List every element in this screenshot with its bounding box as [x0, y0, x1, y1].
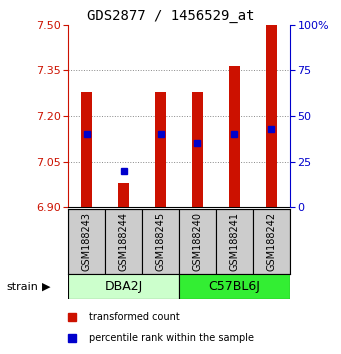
Bar — [68, 209, 105, 274]
Bar — [118, 183, 129, 207]
Text: DBA2J: DBA2J — [104, 280, 143, 293]
Bar — [142, 209, 179, 274]
Text: GSM188240: GSM188240 — [193, 212, 203, 271]
Bar — [266, 25, 277, 207]
Text: GDS2877 / 1456529_at: GDS2877 / 1456529_at — [87, 9, 254, 23]
Text: GSM188245: GSM188245 — [155, 212, 165, 271]
Bar — [105, 209, 142, 274]
Text: GSM188243: GSM188243 — [82, 212, 92, 271]
Bar — [229, 66, 240, 207]
Text: transformed count: transformed count — [89, 312, 179, 322]
Bar — [192, 92, 203, 207]
Text: GSM188242: GSM188242 — [266, 212, 276, 271]
Text: C57BL6J: C57BL6J — [208, 280, 261, 293]
Bar — [179, 209, 216, 274]
Bar — [68, 274, 179, 299]
Bar — [216, 209, 253, 274]
Text: GSM188244: GSM188244 — [119, 212, 129, 271]
Bar — [179, 274, 290, 299]
Bar — [155, 92, 166, 207]
Text: GSM188241: GSM188241 — [229, 212, 239, 271]
Bar — [253, 209, 290, 274]
Text: strain: strain — [7, 282, 39, 292]
Bar — [81, 92, 92, 207]
Text: percentile rank within the sample: percentile rank within the sample — [89, 332, 254, 343]
Text: ▶: ▶ — [42, 282, 50, 292]
